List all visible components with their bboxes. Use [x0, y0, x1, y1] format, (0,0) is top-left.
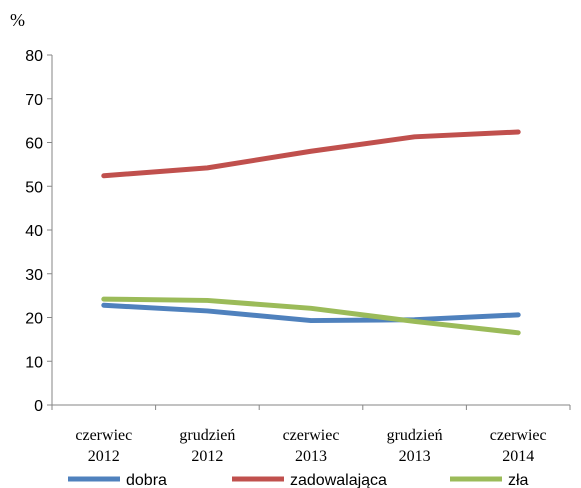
series-line-zła	[101, 296, 521, 336]
y-axis-unit-label: %	[10, 10, 25, 30]
y-tick-label: 40	[25, 223, 43, 240]
y-tick-label: 20	[25, 311, 43, 328]
y-tick-label: 10	[25, 354, 43, 371]
y-tick-label: 70	[25, 92, 43, 109]
series-line-dobra	[101, 302, 521, 324]
legend: dobra zadowalająca zła	[68, 472, 529, 488]
x-tick-label: grudzień 2012	[179, 427, 235, 465]
series-lines	[101, 129, 521, 336]
x-axis-ticks: czerwiec 2012 grudzień 2012 czerwiec 2013 grud…	[51, 405, 571, 465]
x-tick-label: czerwiec 2013	[283, 427, 340, 465]
legend-label: dobra	[126, 472, 167, 488]
y-tick-label: 30	[25, 267, 43, 284]
y-axis-ticks: 0 10 20 30 40 50 60 70 80	[25, 48, 52, 415]
legend-label: zła	[508, 472, 529, 488]
y-tick-label: 60	[25, 136, 43, 153]
x-tick-label: czerwiec 2012	[75, 427, 132, 465]
y-tick-label: 80	[25, 48, 43, 65]
axes	[51, 55, 570, 406]
y-tick-label: 50	[25, 179, 43, 196]
x-tick-label: grudzień 2013	[387, 427, 443, 465]
legend-label: zadowalająca	[290, 472, 387, 488]
y-tick-label: 0	[34, 398, 43, 415]
series-line-zadowalająca	[101, 129, 521, 179]
x-tick-label: czerwiec 2014	[490, 427, 547, 465]
